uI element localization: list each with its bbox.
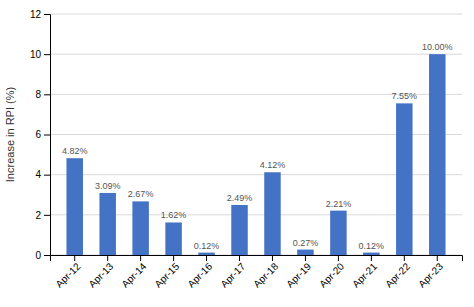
data-label: 1.62% xyxy=(161,210,187,220)
x-tick-label: Apr-15 xyxy=(152,260,181,289)
x-tick-mark xyxy=(74,255,75,261)
bar xyxy=(264,172,280,255)
y-tick-label: 12 xyxy=(30,9,42,20)
y-tick-mark xyxy=(44,255,50,256)
bars xyxy=(66,54,445,255)
x-tick: Apr-12 xyxy=(53,255,82,290)
x-tick: Apr-16 xyxy=(185,255,214,290)
data-label: 3.09% xyxy=(95,181,121,191)
data-labels: 4.82% 3.09% 2.67% 1.62% 0.12% 2.49% 4.12% 0.27%… xyxy=(62,42,453,250)
x-tick-label: Apr-13 xyxy=(86,260,115,289)
y-tick-label: 6 xyxy=(35,129,41,140)
x-tick: Apr-20 xyxy=(317,255,346,290)
x-tick: Apr-22 xyxy=(383,255,412,290)
x-tick-label: Apr-17 xyxy=(218,260,247,289)
x-tick-label: Apr-21 xyxy=(350,260,379,289)
x-tick-label: Apr-16 xyxy=(185,260,214,289)
x-tick-label: Apr-23 xyxy=(416,260,445,289)
x-tick-mark xyxy=(404,255,405,261)
x-tick-mark xyxy=(338,255,339,261)
data-label: 2.67% xyxy=(128,189,154,199)
plot: 024681012Apr-12Apr-13Apr-14Apr-15Apr-16A… xyxy=(30,9,463,290)
y-tick-mark xyxy=(44,215,50,216)
bar xyxy=(66,158,82,255)
y-tick-label: 2 xyxy=(35,210,41,221)
y-tick-label: 8 xyxy=(35,89,41,100)
x-tick-label: Apr-19 xyxy=(284,260,313,289)
x-tick: Apr-15 xyxy=(152,255,181,290)
y-tick: 8 xyxy=(35,89,50,100)
grid-line xyxy=(50,54,462,55)
y-tick-mark xyxy=(44,135,50,136)
x-tick: Apr-13 xyxy=(86,255,115,290)
bar xyxy=(396,103,412,255)
x-tick-label: Apr-12 xyxy=(53,260,82,289)
x-tick-mark xyxy=(272,255,273,261)
x-tick-mark xyxy=(239,255,240,261)
data-label: 2.21% xyxy=(326,199,352,209)
bar xyxy=(231,205,247,255)
x-tick-label: Apr-14 xyxy=(119,260,148,289)
bar xyxy=(198,253,214,255)
y-tick-mark xyxy=(44,54,50,55)
x-tick: Apr-23 xyxy=(416,255,445,290)
data-label: 2.49% xyxy=(227,193,253,203)
y-tick-label: 4 xyxy=(35,169,41,180)
data-label: 4.12% xyxy=(260,160,286,170)
grid xyxy=(50,14,462,255)
y-axis-title: Increase in RPI (%) xyxy=(4,87,16,182)
x-tick-mark xyxy=(437,255,438,261)
bar xyxy=(99,193,115,255)
y-tick: 0 xyxy=(35,250,50,261)
y-tick-label: 0 xyxy=(35,250,41,261)
y-tick: 4 xyxy=(35,169,50,180)
y-tick: 2 xyxy=(35,210,50,221)
y-tick: 6 xyxy=(35,129,50,140)
y-tick-mark xyxy=(44,14,50,15)
x-axis: Apr-12Apr-13Apr-14Apr-15Apr-16Apr-17Apr-… xyxy=(51,255,463,290)
x-tick-mark xyxy=(173,255,174,261)
y-tick: 12 xyxy=(30,9,50,20)
x-tick-label: Apr-22 xyxy=(383,260,412,289)
x-tick-label: Apr-20 xyxy=(317,260,346,289)
data-label: 4.82% xyxy=(62,146,88,156)
bar xyxy=(330,211,346,255)
x-tick: Apr-18 xyxy=(251,255,280,290)
x-tick: Apr-19 xyxy=(284,255,313,290)
x-tick-mark xyxy=(107,255,108,261)
x-axis-line xyxy=(51,256,463,262)
bar xyxy=(429,54,445,255)
x-tick-mark xyxy=(305,255,306,261)
y-tick-mark xyxy=(44,94,50,95)
x-tick-mark xyxy=(206,255,207,261)
y-tick-label: 10 xyxy=(30,49,42,60)
x-tick: Apr-21 xyxy=(350,255,379,290)
x-tick-mark xyxy=(371,255,372,261)
x-tick-label: Apr-18 xyxy=(251,260,280,289)
bar xyxy=(363,253,379,255)
y-axis-line xyxy=(44,15,51,256)
data-label: 7.55% xyxy=(392,91,418,101)
bar xyxy=(165,222,181,255)
data-label: 0.12% xyxy=(194,241,220,251)
bar xyxy=(132,201,148,255)
x-tick-mark xyxy=(140,255,141,261)
data-label: 10.00% xyxy=(422,42,453,52)
chart: 024681012Apr-12Apr-13Apr-14Apr-15Apr-16A… xyxy=(0,0,474,307)
x-tick: Apr-17 xyxy=(218,255,247,290)
grid-line xyxy=(50,14,462,15)
y-axis: 0 2 4 6 8 10 12 xyxy=(30,9,51,261)
data-label: 0.12% xyxy=(359,241,385,251)
y-tick-mark xyxy=(44,175,50,176)
x-tick: Apr-14 xyxy=(119,255,148,290)
data-label: 0.27% xyxy=(293,238,319,248)
y-tick: 10 xyxy=(30,49,50,60)
bar xyxy=(297,250,313,255)
